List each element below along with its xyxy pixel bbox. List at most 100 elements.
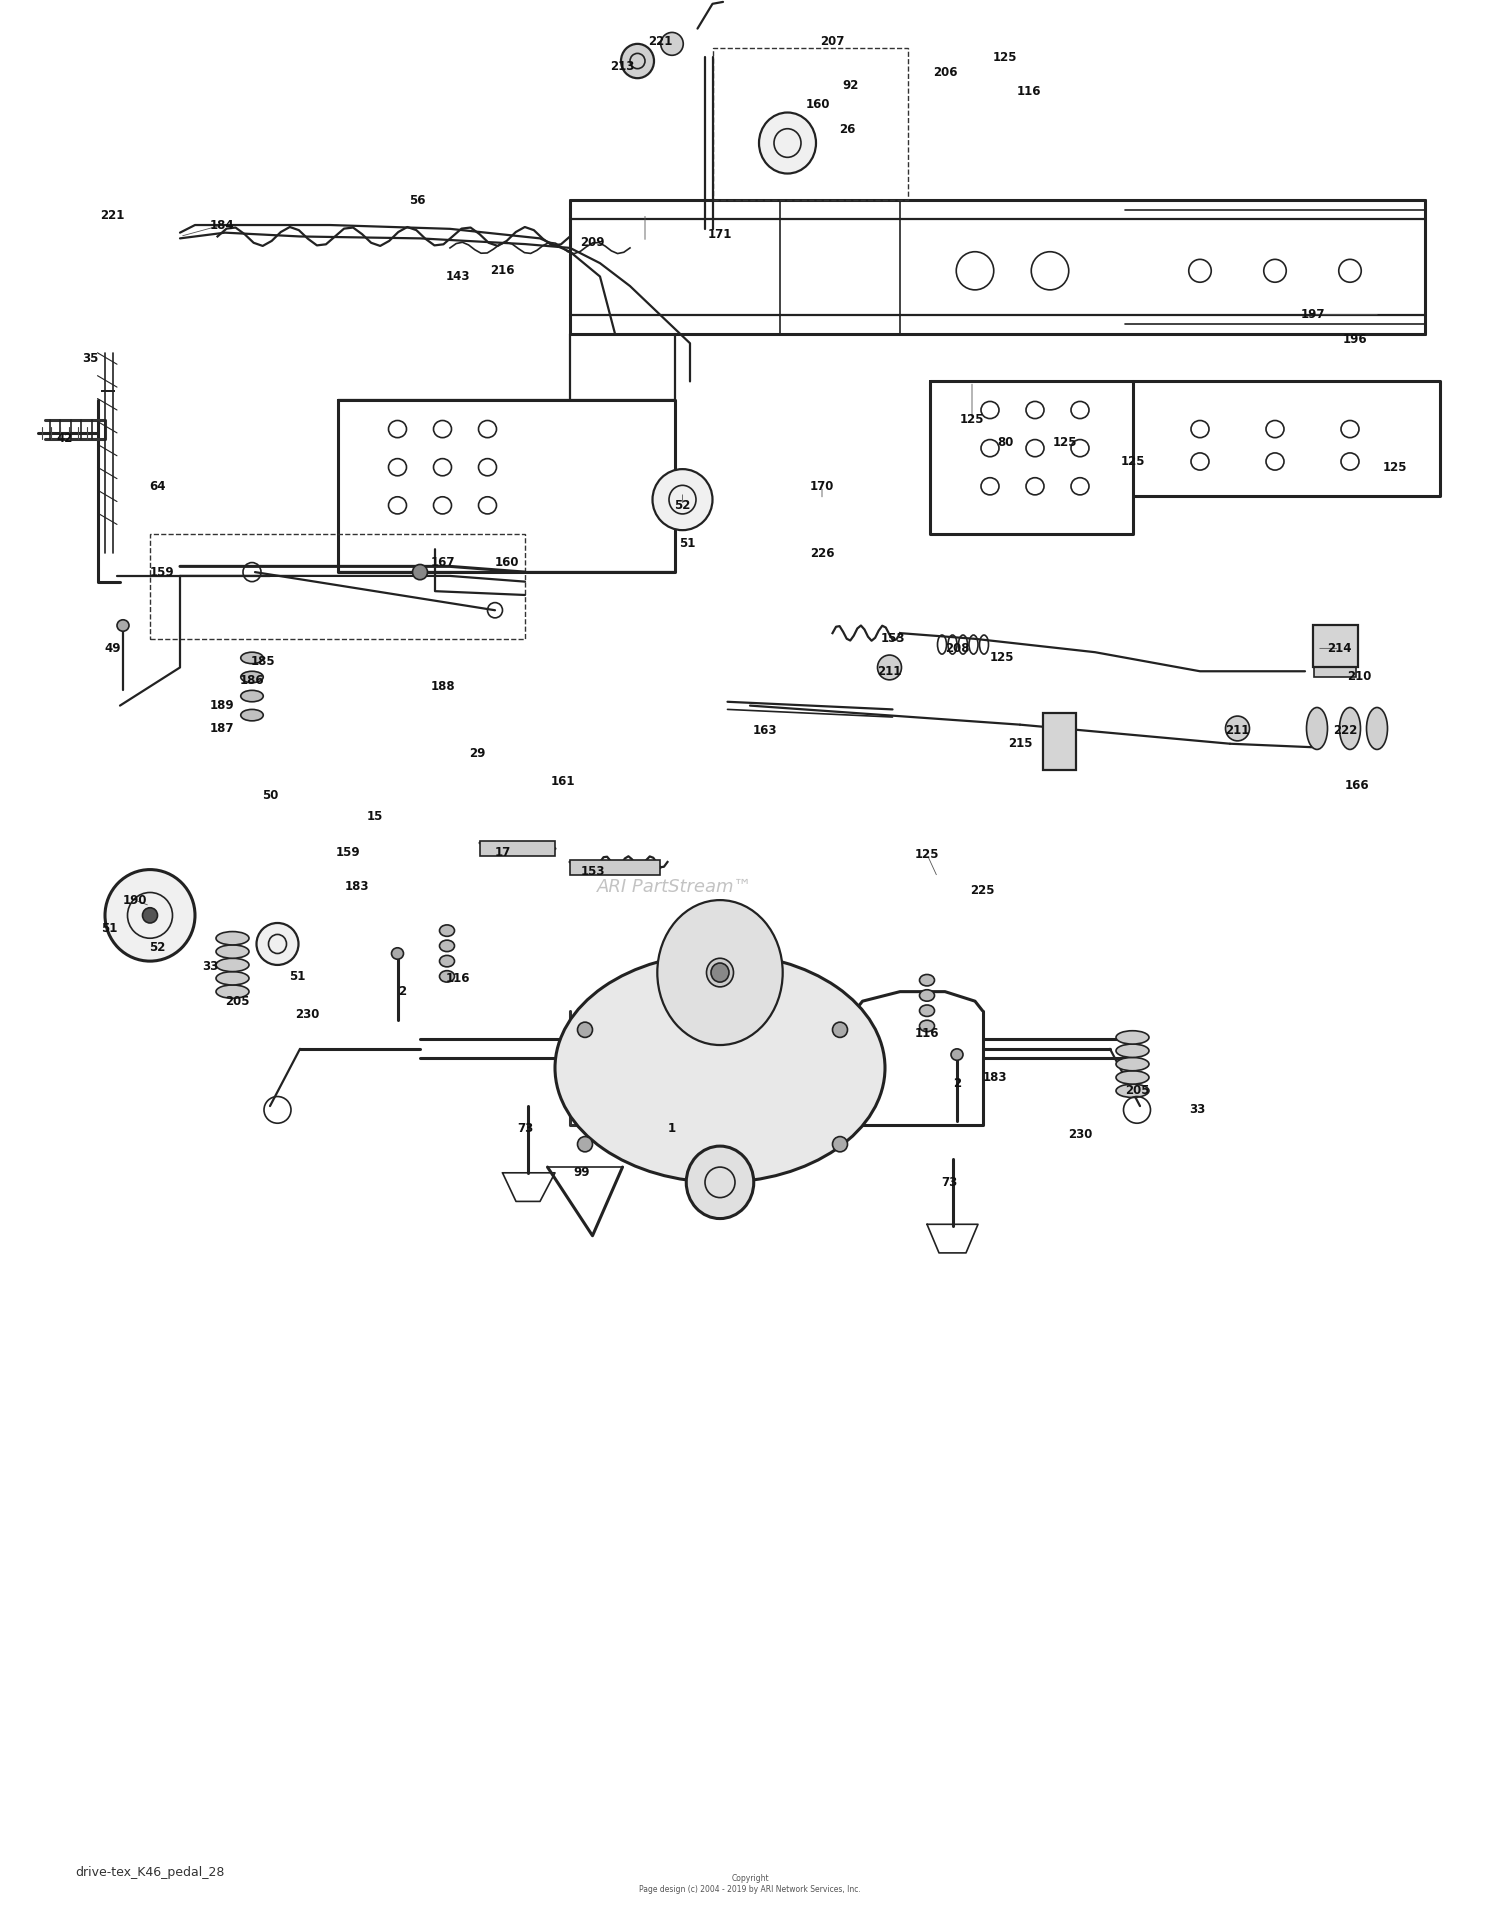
Text: 221: 221 [100,210,124,221]
Ellipse shape [878,654,902,681]
Text: 15: 15 [368,810,382,822]
Ellipse shape [1226,715,1250,740]
Text: 214: 214 [1328,643,1352,654]
Text: 183: 183 [345,881,369,892]
Ellipse shape [621,44,654,78]
Bar [570,860,660,875]
Text: 197: 197 [1300,309,1324,320]
Text: 171: 171 [708,229,732,240]
Ellipse shape [216,957,249,973]
Ellipse shape [555,954,885,1182]
Text: 153: 153 [880,633,904,645]
Text: 56: 56 [408,195,426,206]
Text: 226: 226 [810,547,834,559]
Text: 211: 211 [878,666,902,677]
Text: 184: 184 [210,219,234,231]
Text: 170: 170 [810,481,834,492]
Text: 185: 185 [251,656,274,667]
Text: 161: 161 [550,776,574,788]
Text: 153: 153 [580,866,604,877]
Ellipse shape [951,1049,963,1060]
Text: 52: 52 [150,942,165,954]
Ellipse shape [711,963,729,982]
Text: 211: 211 [1226,725,1250,736]
Text: 206: 206 [933,67,957,78]
Ellipse shape [216,973,249,984]
Ellipse shape [652,469,712,530]
Bar [150,534,525,639]
Text: 230: 230 [296,1009,320,1020]
Text: 196: 196 [1342,334,1366,345]
Ellipse shape [256,923,298,965]
Text: 125: 125 [915,849,939,860]
Text: 159: 159 [150,566,174,578]
Ellipse shape [1116,1056,1149,1072]
Ellipse shape [440,940,454,952]
Ellipse shape [240,652,264,664]
Text: 51: 51 [680,538,694,549]
Text: 216: 216 [490,265,514,277]
Text: 116: 116 [446,973,470,984]
Ellipse shape [920,1020,934,1032]
Text: 52: 52 [675,500,690,511]
Ellipse shape [920,1005,934,1016]
Text: 205: 205 [225,995,249,1007]
Text: 17: 17 [495,847,510,858]
Text: 160: 160 [806,99,830,111]
Text: 80: 80 [998,437,1012,448]
Ellipse shape [920,974,934,986]
Text: 125: 125 [1383,461,1407,473]
Text: 188: 188 [430,681,454,692]
Bar [1314,635,1356,677]
Text: 143: 143 [446,271,470,282]
Text: drive-tex_K46_pedal_28: drive-tex_K46_pedal_28 [75,1867,225,1878]
Ellipse shape [240,671,264,683]
Ellipse shape [1340,707,1360,749]
Ellipse shape [1116,1030,1149,1045]
Text: 33: 33 [202,961,217,973]
Ellipse shape [440,955,454,967]
Text: 163: 163 [753,725,777,736]
Text: 215: 215 [1008,738,1032,749]
Bar [1042,713,1076,770]
Text: 166: 166 [1346,780,1370,791]
Text: 187: 187 [210,723,234,734]
Ellipse shape [240,690,264,702]
Ellipse shape [240,709,264,721]
Text: 189: 189 [210,700,234,711]
Ellipse shape [117,620,129,631]
Ellipse shape [105,870,195,961]
Text: 221: 221 [648,36,672,48]
Ellipse shape [1306,707,1328,749]
Ellipse shape [392,948,404,959]
Text: 209: 209 [580,236,604,248]
Ellipse shape [686,1146,753,1219]
Ellipse shape [142,908,158,923]
Text: 92: 92 [843,80,858,92]
Text: 159: 159 [336,847,360,858]
Ellipse shape [833,1137,848,1152]
Text: 167: 167 [430,557,454,568]
Text: 99: 99 [573,1167,590,1179]
Text: 50: 50 [262,789,278,801]
Text: 33: 33 [1190,1104,1204,1116]
Text: ARI PartStream™: ARI PartStream™ [597,877,753,896]
Text: 213: 213 [610,61,634,72]
Ellipse shape [657,900,783,1045]
Ellipse shape [578,1022,592,1037]
Ellipse shape [660,32,682,55]
Text: 51: 51 [102,923,117,934]
Text: 190: 190 [123,894,147,906]
Text: 225: 225 [970,885,994,896]
Text: 183: 183 [982,1072,1006,1083]
Text: 230: 230 [1068,1129,1092,1140]
Text: 1: 1 [668,1123,676,1135]
Ellipse shape [706,957,734,988]
Bar [480,841,555,856]
Text: 2: 2 [398,986,406,997]
Text: 207: 207 [821,36,844,48]
Text: 208: 208 [945,643,969,654]
Text: 49: 49 [104,643,120,654]
Ellipse shape [759,113,816,174]
Ellipse shape [440,971,454,982]
